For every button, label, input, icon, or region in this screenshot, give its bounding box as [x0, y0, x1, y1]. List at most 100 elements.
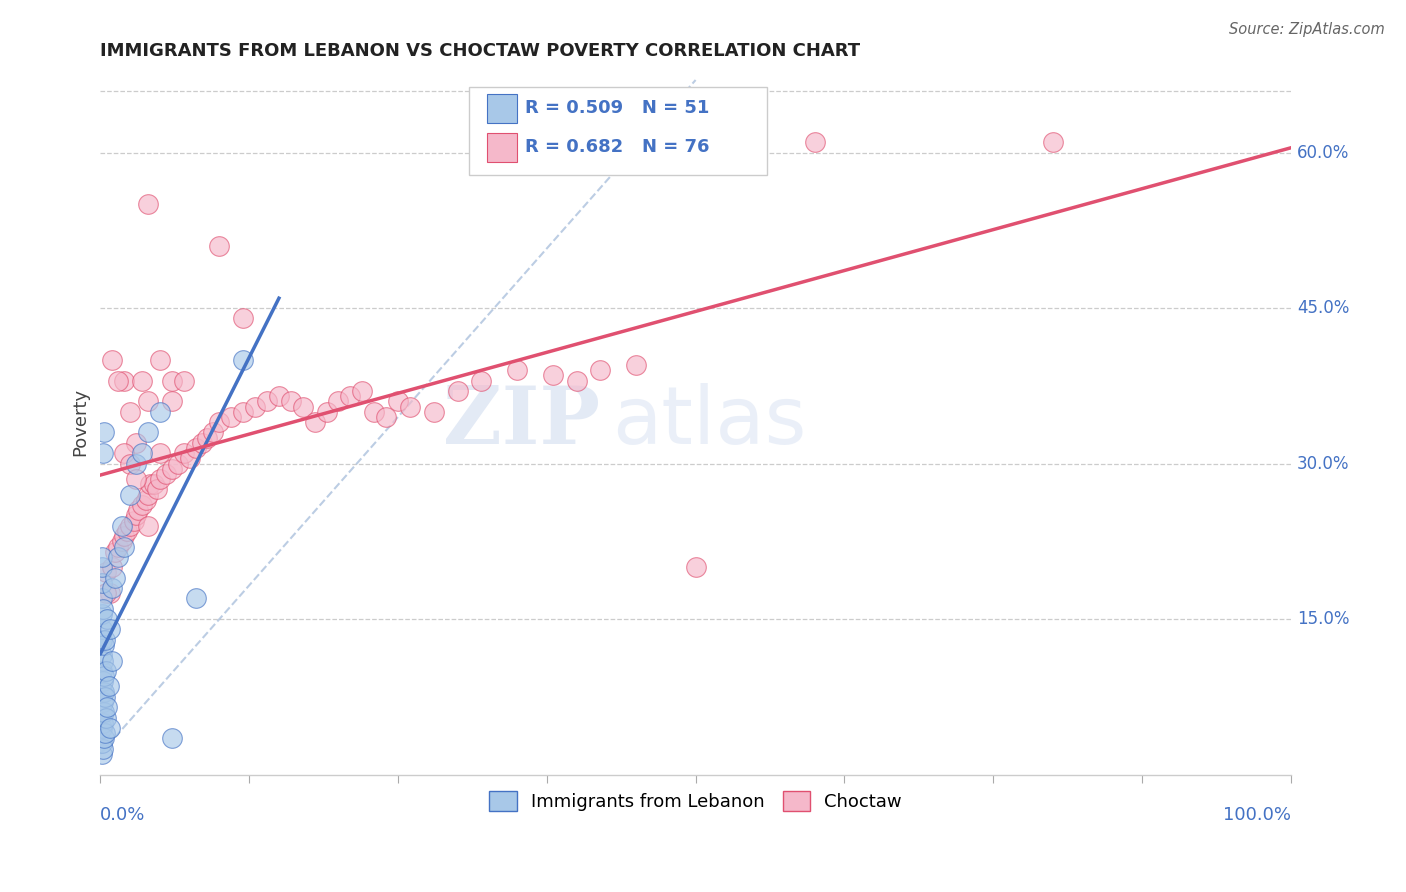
- Point: [197, 431, 219, 445]
- Point: [184, 441, 207, 455]
- Text: 45.0%: 45.0%: [1296, 299, 1350, 317]
- Point: [93, 731, 115, 746]
- Text: 30.0%: 30.0%: [1296, 455, 1350, 473]
- Point: [202, 425, 225, 440]
- Point: [93, 669, 115, 683]
- Point: [375, 409, 398, 424]
- Point: [136, 488, 159, 502]
- Point: [125, 472, 148, 486]
- Point: [94, 726, 117, 740]
- Point: [280, 394, 302, 409]
- Point: [160, 731, 183, 746]
- Point: [160, 374, 183, 388]
- Point: [115, 524, 138, 538]
- Point: [90, 706, 112, 720]
- Point: [91, 715, 114, 730]
- Point: [122, 514, 145, 528]
- Point: [541, 368, 564, 383]
- Point: [94, 690, 117, 704]
- Point: [166, 457, 188, 471]
- Point: [127, 503, 149, 517]
- Point: [139, 477, 162, 491]
- Point: [125, 457, 148, 471]
- Point: [91, 674, 114, 689]
- Point: [120, 518, 142, 533]
- Point: [589, 363, 612, 377]
- Point: [190, 435, 212, 450]
- Point: [565, 374, 588, 388]
- Point: [96, 700, 118, 714]
- Point: [1042, 135, 1064, 149]
- Point: [96, 566, 118, 580]
- Point: [91, 654, 114, 668]
- Point: [136, 425, 159, 440]
- Point: [120, 405, 142, 419]
- Text: atlas: atlas: [612, 383, 807, 461]
- Point: [146, 483, 169, 497]
- Point: [93, 425, 115, 440]
- Point: [101, 654, 124, 668]
- Point: [96, 710, 118, 724]
- Point: [96, 612, 118, 626]
- Point: [803, 135, 825, 149]
- Point: [136, 197, 159, 211]
- Point: [173, 374, 195, 388]
- Point: [90, 623, 112, 637]
- Point: [96, 586, 118, 600]
- Point: [291, 400, 314, 414]
- Legend: Immigrants from Lebanon, Choctaw: Immigrants from Lebanon, Choctaw: [482, 784, 910, 819]
- Point: [179, 451, 201, 466]
- Point: [131, 498, 153, 512]
- Point: [363, 405, 385, 419]
- Point: [90, 736, 112, 750]
- Text: 60.0%: 60.0%: [1296, 144, 1350, 161]
- Point: [422, 405, 444, 419]
- Point: [97, 680, 120, 694]
- Point: [91, 741, 114, 756]
- Point: [101, 352, 124, 367]
- Point: [160, 462, 183, 476]
- Point: [104, 571, 127, 585]
- Point: [93, 684, 115, 698]
- Point: [149, 472, 172, 486]
- Point: [91, 695, 114, 709]
- Point: [107, 549, 129, 564]
- Point: [107, 374, 129, 388]
- Text: R = 0.682   N = 76: R = 0.682 N = 76: [526, 138, 710, 156]
- Point: [399, 400, 422, 414]
- Point: [328, 394, 350, 409]
- Point: [90, 591, 112, 606]
- Point: [90, 648, 112, 663]
- Point: [90, 607, 112, 621]
- Point: [136, 394, 159, 409]
- Point: [125, 508, 148, 523]
- Point: [112, 374, 135, 388]
- Point: [208, 239, 231, 253]
- Point: [446, 384, 468, 398]
- Point: [155, 467, 177, 481]
- Point: [173, 446, 195, 460]
- Point: [184, 591, 207, 606]
- Point: [506, 363, 529, 377]
- Point: [101, 560, 124, 574]
- Point: [243, 400, 266, 414]
- Point: [90, 575, 112, 590]
- Point: [93, 638, 115, 652]
- Point: [315, 405, 337, 419]
- Text: R = 0.509   N = 51: R = 0.509 N = 51: [526, 99, 710, 118]
- Point: [142, 477, 165, 491]
- Y-axis label: Poverty: Poverty: [72, 388, 89, 456]
- Point: [120, 457, 142, 471]
- Point: [232, 405, 254, 419]
- Point: [131, 374, 153, 388]
- Point: [112, 529, 135, 543]
- Point: [149, 405, 172, 419]
- Point: [101, 581, 124, 595]
- Point: [149, 446, 172, 460]
- Point: [208, 415, 231, 429]
- Point: [90, 747, 112, 761]
- Text: Source: ZipAtlas.com: Source: ZipAtlas.com: [1229, 22, 1385, 37]
- Text: 100.0%: 100.0%: [1223, 806, 1291, 824]
- Point: [90, 549, 112, 564]
- Point: [112, 540, 135, 554]
